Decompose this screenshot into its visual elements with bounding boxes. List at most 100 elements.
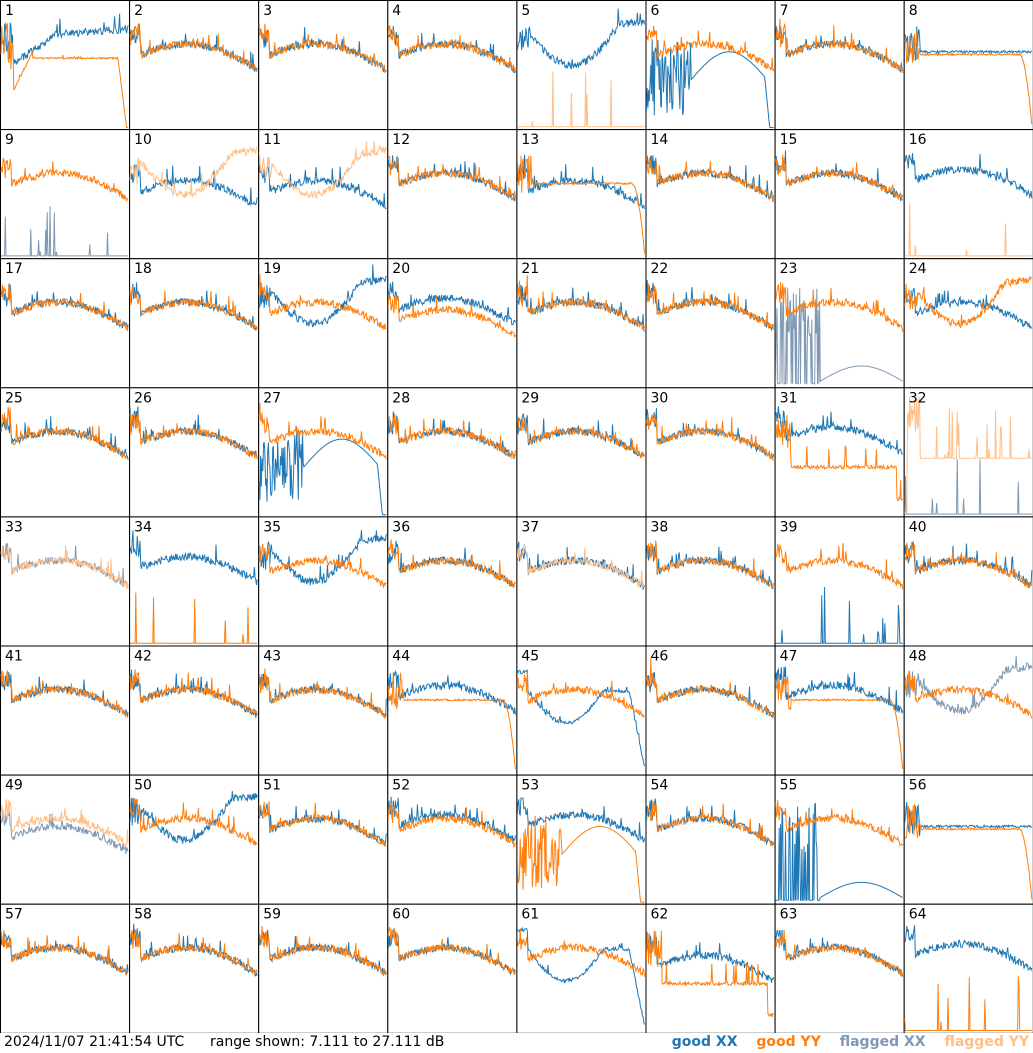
series-yy (129, 929, 258, 975)
panel-label: 42 (134, 649, 152, 665)
panel-label: 34 (134, 519, 152, 535)
panel-frame (516, 645, 647, 776)
panel-label: 51 (263, 778, 281, 794)
panel-label: 39 (780, 519, 798, 535)
panel-label: 59 (263, 907, 281, 923)
series-yy (646, 657, 774, 719)
panel-frame (645, 258, 776, 389)
panel-frame (774, 0, 905, 131)
panel-label: 52 (392, 778, 410, 794)
panel-label: 49 (5, 778, 23, 794)
panel-47: 47 (774, 645, 905, 776)
panel-frame (903, 774, 1033, 905)
panel-34: 34 (129, 516, 260, 647)
panel-frame (387, 129, 518, 260)
panel-label: 12 (392, 132, 410, 148)
panel-58: 58 (129, 903, 260, 1033)
panel-frame (645, 516, 776, 647)
panel-frame (129, 774, 260, 905)
panel-frame (387, 774, 518, 905)
panel-label: 14 (651, 132, 669, 148)
series-yy (646, 25, 775, 72)
series-xx (1, 206, 129, 257)
series-xx (517, 926, 645, 1025)
series-yy (258, 543, 387, 589)
series-xx (129, 164, 258, 206)
panel-label: 53 (521, 778, 539, 794)
series-yy (646, 930, 774, 1018)
panel-frame (129, 0, 260, 131)
series-yy (646, 540, 775, 589)
series-xx (387, 281, 516, 326)
panel-54: 54 (645, 774, 776, 905)
series-yy (0, 157, 129, 202)
series-yy (129, 413, 258, 459)
legend-flagged-yy: flagged YY (944, 1034, 1029, 1050)
panel-28: 28 (387, 387, 518, 518)
panel-frame (516, 516, 647, 647)
series-yy (258, 23, 387, 73)
panel-label: 16 (909, 132, 927, 148)
series-yy (904, 670, 1033, 719)
panel-label: 35 (263, 519, 281, 535)
series-yy (646, 283, 775, 330)
series-yy (258, 141, 387, 199)
panel-frame (129, 645, 260, 776)
panel-25: 25 (0, 387, 131, 518)
panel-label: 37 (521, 519, 539, 535)
series-yy (516, 415, 645, 458)
panel-frame (387, 516, 518, 647)
panel-49: 49 (0, 774, 131, 905)
series-yy (775, 154, 904, 201)
series-yy (387, 926, 516, 977)
panel-label: 1 (5, 3, 14, 19)
range-label: range shown: 7.111 to 27.111 dB (210, 1034, 445, 1050)
series-xx (775, 287, 903, 385)
panel-21: 21 (516, 258, 647, 389)
series-xx (516, 797, 645, 843)
series-yy (517, 71, 645, 128)
series-yy (0, 929, 129, 976)
panel-frame (645, 645, 776, 776)
series-yy (904, 204, 1032, 257)
panel-55: 55 (774, 774, 905, 905)
panel-frame (0, 645, 131, 776)
series-yy (516, 542, 645, 589)
panel-7: 7 (774, 0, 905, 131)
panel-9: 9 (0, 129, 131, 260)
panel-label: 27 (263, 390, 281, 406)
series-xx (516, 8, 645, 70)
panel-label: 3 (263, 3, 272, 19)
panel-label: 26 (134, 390, 152, 406)
panel-label: 40 (909, 519, 927, 535)
panel-label: 48 (909, 649, 927, 665)
panel-frame (0, 258, 131, 389)
panel-19: 19 (258, 258, 389, 389)
panel-52: 52 (387, 774, 518, 905)
panel-frame (645, 774, 776, 905)
panel-16: 16 (903, 129, 1033, 260)
panel-frame (0, 387, 131, 518)
panel-42: 42 (129, 645, 260, 776)
series-yy (775, 543, 904, 590)
series-xx (129, 790, 258, 844)
series-xx (129, 530, 258, 585)
panel-61: 61 (516, 903, 647, 1033)
series-yy (646, 413, 774, 461)
series-yy (904, 275, 1032, 329)
series-xx (775, 586, 903, 644)
panel-label: 46 (651, 649, 669, 665)
panel-label: 11 (263, 132, 281, 148)
panel-20: 20 (387, 258, 518, 389)
panel-44: 44 (387, 645, 518, 776)
series-xx (775, 802, 903, 901)
panel-frame (645, 387, 776, 518)
panel-frame (0, 903, 131, 1033)
panel-frame (0, 516, 131, 647)
panel-label: 33 (5, 519, 23, 535)
panel-label: 64 (909, 907, 927, 923)
panel-33: 33 (0, 516, 131, 647)
panel-frame (903, 516, 1033, 647)
panel-4: 4 (387, 0, 518, 131)
